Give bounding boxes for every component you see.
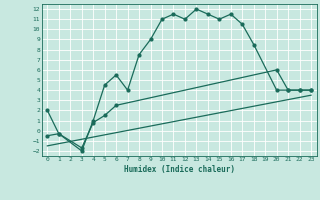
X-axis label: Humidex (Indice chaleur): Humidex (Indice chaleur): [124, 165, 235, 174]
